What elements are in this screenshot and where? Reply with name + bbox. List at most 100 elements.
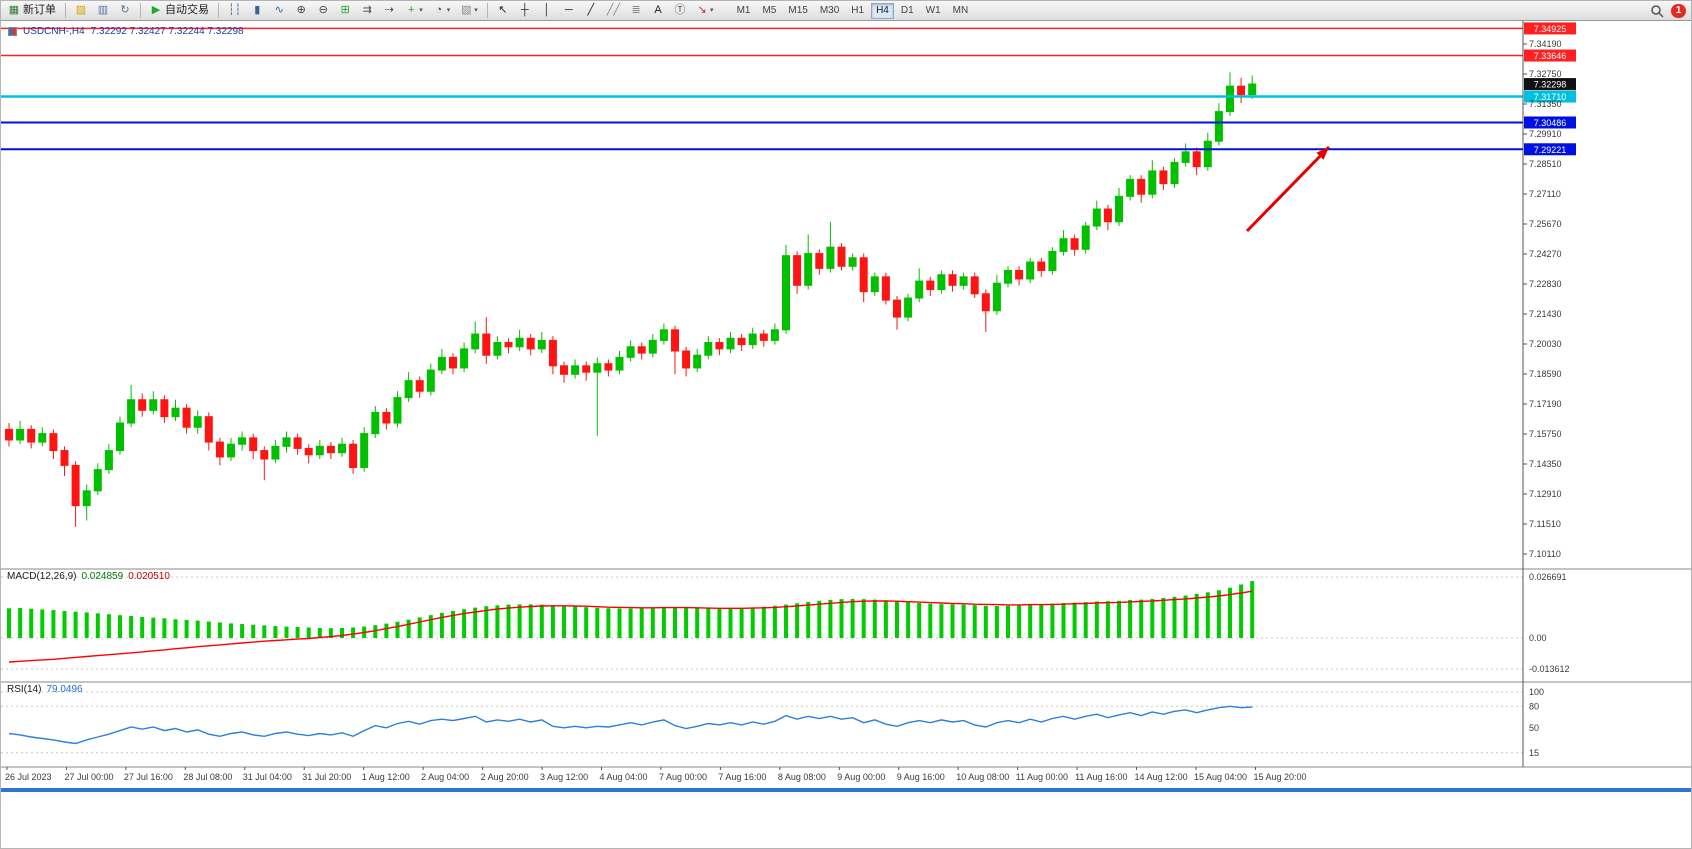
- search-icon[interactable]: [1650, 4, 1664, 18]
- indicators-button[interactable]: + ▾: [401, 2, 427, 20]
- macd-value-main: 0.024859: [81, 571, 124, 582]
- svg-text:7.30486: 7.30486: [1534, 118, 1567, 128]
- new-order-button[interactable]: ▦ 新订单: [4, 2, 60, 20]
- price-badge-7.33646: [1524, 49, 1576, 62]
- timeframe-mn-button[interactable]: MN: [948, 3, 974, 19]
- price-axis[interactable]: 7.34190 7.32750 7.31350 7.29910 7.28510 7.271…: [1523, 39, 1562, 559]
- auto-scroll-icon: ⇉: [362, 4, 372, 16]
- cursor-icon: ↖: [498, 4, 508, 16]
- macd-signal-line: [8, 590, 1253, 663]
- svg-text:0.026691: 0.026691: [1529, 572, 1567, 582]
- macd-value-signal: 0.020510: [128, 571, 170, 582]
- tile-windows-button[interactable]: ⊞: [335, 2, 355, 20]
- svg-text:7.15750: 7.15750: [1529, 429, 1562, 439]
- refresh-button[interactable]: ↻: [115, 2, 135, 20]
- horizontal-lines-layer: 7.34925 7.33646 7.31710 7.30486 7.29221: [1, 22, 1576, 156]
- text-button[interactable]: A: [648, 2, 668, 20]
- autotrading-button-label: 自动交易: [165, 4, 209, 16]
- periods-button[interactable]: ◔ ▾: [429, 2, 455, 20]
- fibonacci-button[interactable]: ≣: [626, 2, 646, 20]
- current-price-badge: [1524, 78, 1576, 91]
- line-chart-button[interactable]: ∿: [269, 2, 289, 20]
- templates-icon: ▧: [461, 4, 472, 16]
- indicators-icon: +: [408, 4, 415, 16]
- price-badge-7.31710: [1524, 90, 1576, 103]
- chart-ohlc-values: 7.32292 7.32427 7.32244 7.32298: [90, 26, 244, 37]
- toolbar-separator: [486, 3, 488, 18]
- svg-text:10 Aug 08:00: 10 Aug 08:00: [956, 772, 1009, 782]
- svg-text:7.27110: 7.27110: [1529, 189, 1561, 199]
- autotrading-button[interactable]: ▶ 自动交易: [146, 2, 213, 20]
- rsi-level-lines: [1, 691, 1523, 754]
- toolbar-right: 1: [1650, 3, 1691, 18]
- trend-arrow[interactable]: [1245, 145, 1331, 233]
- svg-text:7 Aug 00:00: 7 Aug 00:00: [659, 772, 707, 782]
- toolbar: ▦ 新订单 ▨ ▥ ↻ ▶ 自动交易 ┆┆ ▮ ∿ ⊕ ⊖ ⊞ ⇉ ⇢ + ▾ ◔ ▾ ▧ ▾ ↖ ┼ │ ─ ╱ ╱╱ ≣ A Ⓣ ↘ ▾ …: [1, 1, 1691, 21]
- svg-text:15 Aug 04:00: 15 Aug 04:00: [1194, 772, 1247, 782]
- svg-text:15: 15: [1529, 748, 1539, 758]
- time-axis[interactable]: 26 Jul 2023 27 Jul 00:00 27 Jul 16:00 28 Ju…: [5, 767, 1307, 782]
- auto-scroll-button[interactable]: ⇉: [357, 2, 377, 20]
- chart-shift-icon: ⇢: [384, 4, 394, 16]
- symbol-icon: [8, 27, 17, 36]
- svg-text:7.24270: 7.24270: [1529, 249, 1562, 259]
- svg-text:7.22830: 7.22830: [1529, 279, 1562, 289]
- timeframe-m30-button[interactable]: M30: [815, 3, 844, 19]
- rsi-axis: 100 80 50 15: [1529, 687, 1544, 758]
- trendline-button[interactable]: ╱: [581, 2, 601, 20]
- channel-button[interactable]: ╱╱: [603, 2, 624, 20]
- timeframe-h1-button[interactable]: H1: [846, 3, 869, 19]
- new-order-icon: ▦: [8, 4, 20, 16]
- line-chart-icon: ∿: [274, 4, 284, 16]
- caret-down-icon: ▾: [710, 7, 714, 14]
- svg-text:27 Jul 00:00: 27 Jul 00:00: [64, 772, 113, 782]
- timeframe-toolbar: M1 M5 M15 M30 H1 H4 D1 W1 MN: [731, 2, 975, 19]
- cursor-button[interactable]: ↖: [493, 2, 513, 20]
- price-chart-canvas[interactable]: 7.34925 7.33646 7.31710 7.30486 7.29221 7.322…: [1, 21, 1692, 849]
- print-button[interactable]: ▥: [93, 2, 113, 20]
- arrows-icon: ↘: [697, 4, 707, 16]
- svg-text:7.21430: 7.21430: [1529, 309, 1562, 319]
- svg-text:7.20030: 7.20030: [1529, 339, 1562, 349]
- timeframe-w1-button[interactable]: W1: [921, 3, 946, 19]
- svg-text:7.12910: 7.12910: [1529, 489, 1562, 499]
- metaeditor-button[interactable]: ▨: [71, 2, 91, 20]
- svg-text:27 Jul 16:00: 27 Jul 16:00: [124, 772, 173, 782]
- bar-chart-button[interactable]: ┆┆: [224, 2, 245, 20]
- text-label-button[interactable]: Ⓣ: [670, 2, 690, 20]
- rsi-label: RSI(14): [7, 684, 42, 695]
- svg-text:14 Aug 12:00: 14 Aug 12:00: [1135, 772, 1188, 782]
- toolbar-buttons: ▦ 新订单 ▨ ▥ ↻ ▶ 自动交易 ┆┆ ▮ ∿ ⊕ ⊖ ⊞ ⇉ ⇢ + ▾ ◔ ▾ ▧ ▾ ↖ ┼ │ ─ ╱ ╱╱ ≣ A Ⓣ ↘ ▾: [3, 1, 719, 21]
- zoom-out-icon: ⊖: [318, 4, 328, 16]
- zoom-in-button[interactable]: ⊕: [291, 2, 311, 20]
- svg-text:7.25670: 7.25670: [1529, 219, 1562, 229]
- vertical-line-button[interactable]: │: [537, 2, 557, 20]
- svg-text:15 Aug 20:00: 15 Aug 20:00: [1253, 772, 1306, 782]
- timeframe-h4-button[interactable]: H4: [871, 2, 894, 19]
- crosshair-button[interactable]: ┼: [515, 2, 535, 20]
- price-badge-7.34925: [1524, 22, 1576, 35]
- chart-shift-button[interactable]: ⇢: [379, 2, 399, 20]
- svg-text:7.11510: 7.11510: [1529, 519, 1561, 529]
- notification-badge[interactable]: 1: [1671, 3, 1686, 18]
- vertical-line-icon: │: [543, 4, 551, 16]
- timeframe-m1-button[interactable]: M1: [732, 3, 756, 19]
- refresh-icon: ↻: [120, 4, 130, 16]
- templates-button[interactable]: ▧ ▾: [456, 2, 482, 20]
- svg-text:4 Aug 04:00: 4 Aug 04:00: [600, 772, 648, 782]
- timeframe-m15-button[interactable]: M15: [783, 3, 812, 19]
- arrows-button[interactable]: ↘ ▾: [692, 2, 718, 20]
- bottom-strip: [1, 788, 1691, 792]
- svg-text:7.34190: 7.34190: [1529, 39, 1562, 49]
- horizontal-line-button[interactable]: ─: [559, 2, 579, 20]
- zoom-out-button[interactable]: ⊖: [313, 2, 333, 20]
- svg-text:7.34925: 7.34925: [1534, 24, 1567, 34]
- rsi-header: RSI(14) 79.0496: [7, 684, 83, 695]
- timeframe-d1-button[interactable]: D1: [896, 3, 919, 19]
- metaeditor-icon: ▨: [75, 4, 87, 16]
- timeframe-m5-button[interactable]: M5: [757, 3, 781, 19]
- bar-chart-icon: ┆┆: [228, 4, 242, 16]
- svg-text:7.29910: 7.29910: [1529, 129, 1562, 139]
- svg-text:11 Aug 00:00: 11 Aug 00:00: [1016, 772, 1068, 782]
- candlestick-chart-button[interactable]: ▮: [247, 2, 267, 20]
